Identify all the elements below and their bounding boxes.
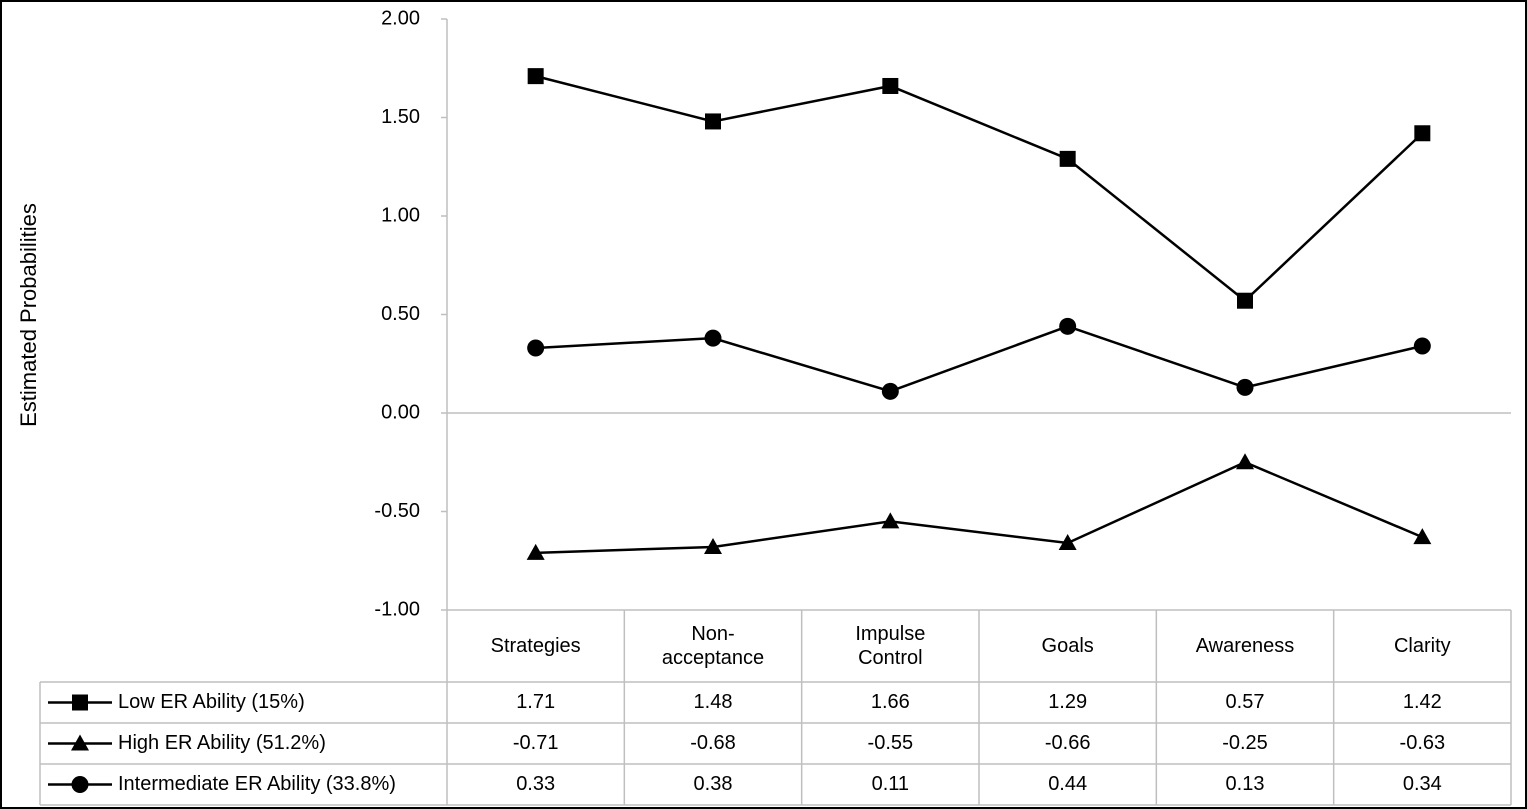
table-value: -0.68: [690, 732, 736, 754]
point: [704, 329, 722, 347]
point: [704, 537, 722, 554]
point: [1236, 453, 1254, 470]
series-line: [535, 324, 1423, 393]
y-tick-label: 1.50: [381, 106, 420, 128]
table-value: 0.11: [872, 773, 909, 795]
y-tick-label: 0.50: [381, 303, 420, 325]
category-label: Non-acceptance: [661, 623, 765, 669]
point: [882, 77, 899, 94]
point: [1413, 528, 1432, 545]
table-value: 0.33: [516, 773, 555, 795]
legend-label: High ER Ability (51.2%): [118, 732, 326, 754]
legend-marker: [72, 694, 88, 711]
table-value: -0.55: [868, 732, 914, 754]
table-value: 0.57: [1226, 691, 1265, 713]
point: [527, 339, 545, 357]
point: [1237, 292, 1253, 309]
point: [1236, 378, 1254, 396]
y-tick-label: -0.50: [374, 500, 420, 522]
point: [1059, 150, 1076, 167]
table-value: 0.44: [1048, 773, 1087, 795]
point: [1413, 337, 1431, 355]
category-label: Impulse Control: [855, 623, 926, 669]
series-line: [535, 460, 1423, 555]
category-label: Clarity: [1393, 635, 1451, 657]
y-tick-label: 2.00: [381, 7, 420, 29]
table-value: -0.25: [1222, 732, 1268, 754]
y-axis-label: Estimated Probabilities: [16, 203, 41, 427]
point: [881, 382, 899, 400]
category-label: Awareness: [1195, 635, 1295, 657]
legend-label: Low ER Ability (15%): [118, 691, 305, 713]
table-value: 1.66: [871, 691, 910, 713]
legend-label: Intermediate ER Ability (33.8%): [118, 773, 396, 795]
category-label: Goals: [1041, 635, 1094, 657]
table-value: 0.13: [1226, 773, 1265, 795]
y-tick-label: -1.00: [374, 598, 420, 620]
y-tick-label: 0.00: [381, 401, 420, 423]
point: [527, 68, 544, 85]
table-value: 1.48: [694, 691, 733, 713]
table-value: -0.71: [513, 732, 559, 754]
legend-marker: [71, 734, 89, 751]
point: [1058, 534, 1077, 551]
point: [526, 543, 545, 560]
point: [881, 512, 900, 529]
table-value: 0.34: [1403, 773, 1442, 795]
table-value: 1.42: [1403, 691, 1442, 713]
category-label: Strategies: [490, 635, 581, 657]
table-value: -0.63: [1400, 732, 1446, 754]
table-value: 0.38: [694, 773, 733, 795]
legend-marker: [71, 776, 89, 793]
y-tick-label: 1.00: [381, 204, 420, 226]
point: [705, 113, 721, 130]
table-value: 1.71: [516, 691, 555, 713]
series-line: [535, 74, 1424, 303]
table-value: 1.29: [1048, 691, 1087, 713]
point: [1414, 125, 1431, 142]
point: [1059, 317, 1077, 335]
table-value: -0.66: [1045, 732, 1091, 754]
